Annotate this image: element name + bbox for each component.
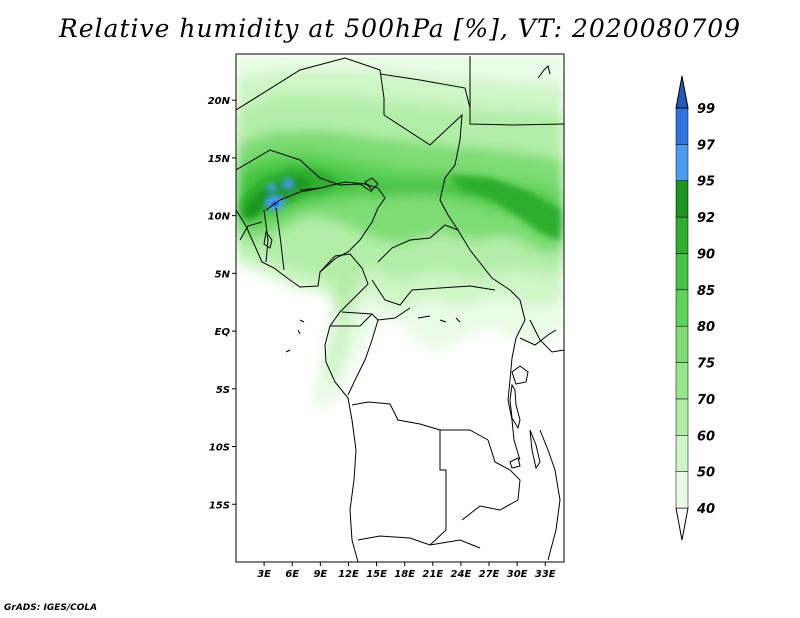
lon-tick-label: 27E	[479, 569, 500, 580]
axis-ticks: 20N 15N 10N 5N EQ 5S 10S 15S 3E 6E 9E 12E 15E 18E 21E 2…	[208, 96, 556, 580]
lon-tick-label: 21E	[422, 569, 443, 580]
lon-tick-label: 6E	[285, 569, 299, 580]
colorbar-swatch	[675, 398, 689, 436]
rh-patch-97c	[268, 185, 276, 191]
rh-band-92	[240, 168, 340, 222]
colorbar-level-label: 60	[697, 429, 715, 444]
lon-tick-label: 15E	[366, 569, 387, 580]
lake-malawi	[529, 429, 541, 470]
border-angola-north	[351, 401, 489, 441]
colorbar-level-label: 92	[697, 211, 715, 226]
lat-tick-label: EQ	[215, 327, 231, 338]
colorbar-swatch	[675, 107, 689, 145]
border-zambia	[461, 439, 521, 521]
colorbar-swatch	[675, 216, 689, 254]
border-drc-east	[507, 299, 526, 461]
lat-tick-label: 5N	[215, 269, 231, 280]
colorbar-swatch	[675, 325, 689, 363]
border-algeria-mali	[236, 57, 385, 115]
lat-tick-label: 10N	[208, 212, 231, 223]
colorbar-level-label: 85	[697, 284, 715, 299]
colorbar-level-label: 75	[697, 357, 715, 372]
lake-victoria	[511, 365, 529, 385]
humidity-field	[236, 54, 564, 410]
colorbar: 40 50 60 70 75 80 85 90 92 95 97 99	[675, 75, 716, 541]
lon-tick-label: 18E	[394, 569, 415, 580]
colorbar-swatch	[675, 180, 689, 218]
border-car-south	[371, 279, 496, 306]
colorbar-level-label: 99	[697, 102, 715, 117]
lat-tick-label: 20N	[208, 96, 231, 107]
colorbar-swatch	[675, 362, 689, 400]
sinai-coast	[537, 65, 551, 79]
colorbar-level-label: 80	[697, 320, 715, 335]
lat-tick-label: 5S	[216, 385, 230, 396]
lon-tick-label: 24E	[451, 569, 472, 580]
border-burkina-niger	[265, 187, 321, 211]
lon-tick-label: 3E	[257, 569, 271, 580]
border-east-africa	[519, 319, 564, 353]
border-sudan-east	[469, 108, 564, 126]
border-nigeria-cameroon	[319, 207, 379, 273]
rh-band-95b	[450, 175, 560, 240]
map-frame	[235, 53, 565, 563]
lake-volta	[263, 230, 273, 249]
border-angola-zambia	[429, 430, 447, 546]
lon-tick-label: 12E	[338, 569, 359, 580]
border-mozambique	[539, 429, 561, 561]
colorbar-swatch	[675, 435, 689, 472]
border-car	[377, 224, 521, 301]
colorbar-level-label: 40	[696, 502, 715, 517]
colorbar-level-label: 97	[697, 138, 716, 153]
lake-kariba	[509, 457, 521, 469]
colorbar-swatch	[675, 144, 689, 181]
lon-tick-label: 33E	[535, 569, 556, 580]
border-niger-chad	[383, 113, 463, 231]
lake-chad	[364, 177, 379, 191]
colorbar-upper-triangle	[675, 75, 689, 109]
border-niger-libya	[379, 56, 471, 109]
grads-credit: GrADS: IGES/COLA	[4, 603, 98, 613]
border-ghana-togo	[239, 207, 285, 271]
coastline-west	[236, 209, 369, 562]
border-congo	[347, 307, 411, 396]
lat-tick-label: 15S	[209, 500, 230, 511]
lon-tick-label: 30E	[507, 569, 528, 580]
colorbar-level-label: 50	[697, 466, 715, 481]
islands	[285, 315, 461, 353]
colorbar-lower-triangle	[675, 507, 689, 541]
colorbar-level-label: 70	[697, 393, 715, 408]
rh-patch-97b	[283, 180, 293, 188]
colorbar-level-label: 90	[697, 247, 715, 262]
lat-tick-label: 10S	[209, 443, 230, 454]
lat-tick-label: 15N	[208, 154, 231, 165]
colorbar-level-label: 95	[697, 175, 715, 190]
colorbar-swatch	[675, 253, 689, 291]
lon-tick-label: 9E	[313, 569, 327, 580]
colorbar-swatch	[675, 289, 689, 327]
borders	[236, 56, 564, 562]
lake-tanganyika	[509, 383, 521, 430]
border-namibia	[357, 535, 481, 549]
chart-title: Relative humidity at 500hPa [%], VT: 202…	[58, 14, 742, 43]
border-cameroon-south	[330, 311, 379, 327]
colorbar-swatch	[675, 471, 689, 509]
